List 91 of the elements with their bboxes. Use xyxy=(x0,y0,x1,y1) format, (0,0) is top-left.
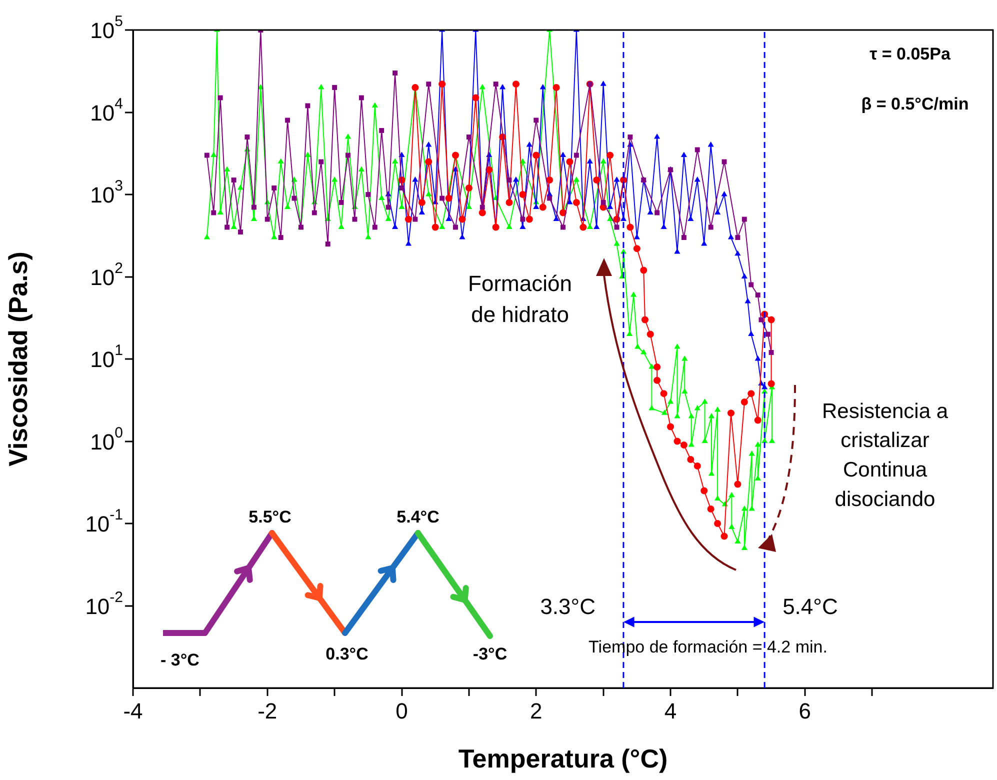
annotation: β = 0.5°C/min xyxy=(861,94,969,114)
point xyxy=(404,216,412,223)
annotation: -3°C xyxy=(472,644,508,664)
point xyxy=(412,176,418,182)
point xyxy=(519,191,526,198)
point xyxy=(694,176,700,182)
point xyxy=(532,152,540,159)
point xyxy=(768,380,775,388)
point xyxy=(418,198,426,206)
point xyxy=(426,141,432,147)
point xyxy=(694,462,701,470)
point xyxy=(512,80,520,88)
point xyxy=(768,316,775,324)
point xyxy=(714,520,722,527)
x-tick-label: 4 xyxy=(664,698,677,724)
point xyxy=(741,273,748,278)
x-tick-label: -2 xyxy=(258,698,278,724)
point xyxy=(445,194,452,202)
point xyxy=(512,176,519,182)
annotation: 5.4°C xyxy=(396,508,440,527)
point xyxy=(586,158,593,164)
point xyxy=(640,266,648,274)
point xyxy=(700,487,708,494)
point xyxy=(425,158,432,166)
point xyxy=(560,152,566,158)
point xyxy=(708,141,714,147)
x-tick-label: -4 xyxy=(123,698,143,724)
point xyxy=(707,506,714,513)
point xyxy=(680,442,688,449)
point xyxy=(727,410,734,417)
annotation: - 3°C xyxy=(160,650,200,670)
point xyxy=(728,234,734,240)
y-axis-title: Viscosidad (Pa.s) xyxy=(2,252,33,466)
annotation: Tiempo de formación = 4.2 min. xyxy=(588,638,828,657)
point xyxy=(734,250,741,256)
point xyxy=(744,298,751,304)
point xyxy=(660,390,668,398)
point xyxy=(526,216,533,223)
point xyxy=(680,152,687,158)
point xyxy=(438,80,446,88)
point xyxy=(721,191,728,196)
ref-line-label: 5.4°C xyxy=(782,594,838,620)
point xyxy=(720,532,728,540)
x-tick-label: 0 xyxy=(396,698,408,724)
point xyxy=(641,316,648,324)
point xyxy=(405,240,412,246)
point xyxy=(572,198,580,206)
point xyxy=(472,94,480,102)
annotation: τ = 0.05Pa xyxy=(870,44,951,64)
point xyxy=(754,356,761,361)
annotation: 5.5°C xyxy=(248,508,292,527)
point xyxy=(748,330,754,336)
point xyxy=(540,84,546,90)
point xyxy=(654,363,661,370)
point xyxy=(566,158,574,166)
annotation: Resistencia a cristalizar Continua disociando xyxy=(822,400,948,511)
point xyxy=(667,423,674,430)
point xyxy=(734,480,742,488)
point xyxy=(674,438,681,445)
point xyxy=(654,134,660,139)
point xyxy=(546,176,554,184)
point xyxy=(432,224,439,231)
point xyxy=(626,224,634,231)
point xyxy=(714,209,721,214)
point xyxy=(500,84,506,90)
x-axis-title: Temperatura (°C) xyxy=(458,744,668,774)
x-tick-label: 2 xyxy=(530,698,542,724)
point xyxy=(580,224,587,231)
point xyxy=(614,176,620,182)
annotation: Formación de hidrato xyxy=(468,271,572,327)
annotation: 0.3°C xyxy=(326,644,368,664)
point xyxy=(754,416,762,424)
point xyxy=(740,398,748,406)
point xyxy=(593,176,600,184)
point xyxy=(701,240,708,246)
point xyxy=(553,216,560,222)
point xyxy=(526,141,532,147)
point xyxy=(634,234,640,240)
point xyxy=(633,245,640,252)
point xyxy=(446,216,452,222)
point xyxy=(458,216,466,223)
x-tick-label: 6 xyxy=(798,698,811,724)
ref-line-label: 3.3°C xyxy=(540,594,596,620)
point xyxy=(552,84,560,91)
point xyxy=(600,80,606,86)
point xyxy=(606,152,614,159)
point xyxy=(646,330,654,338)
point xyxy=(539,204,546,211)
point xyxy=(748,390,755,398)
point xyxy=(654,376,661,384)
point xyxy=(687,456,694,463)
